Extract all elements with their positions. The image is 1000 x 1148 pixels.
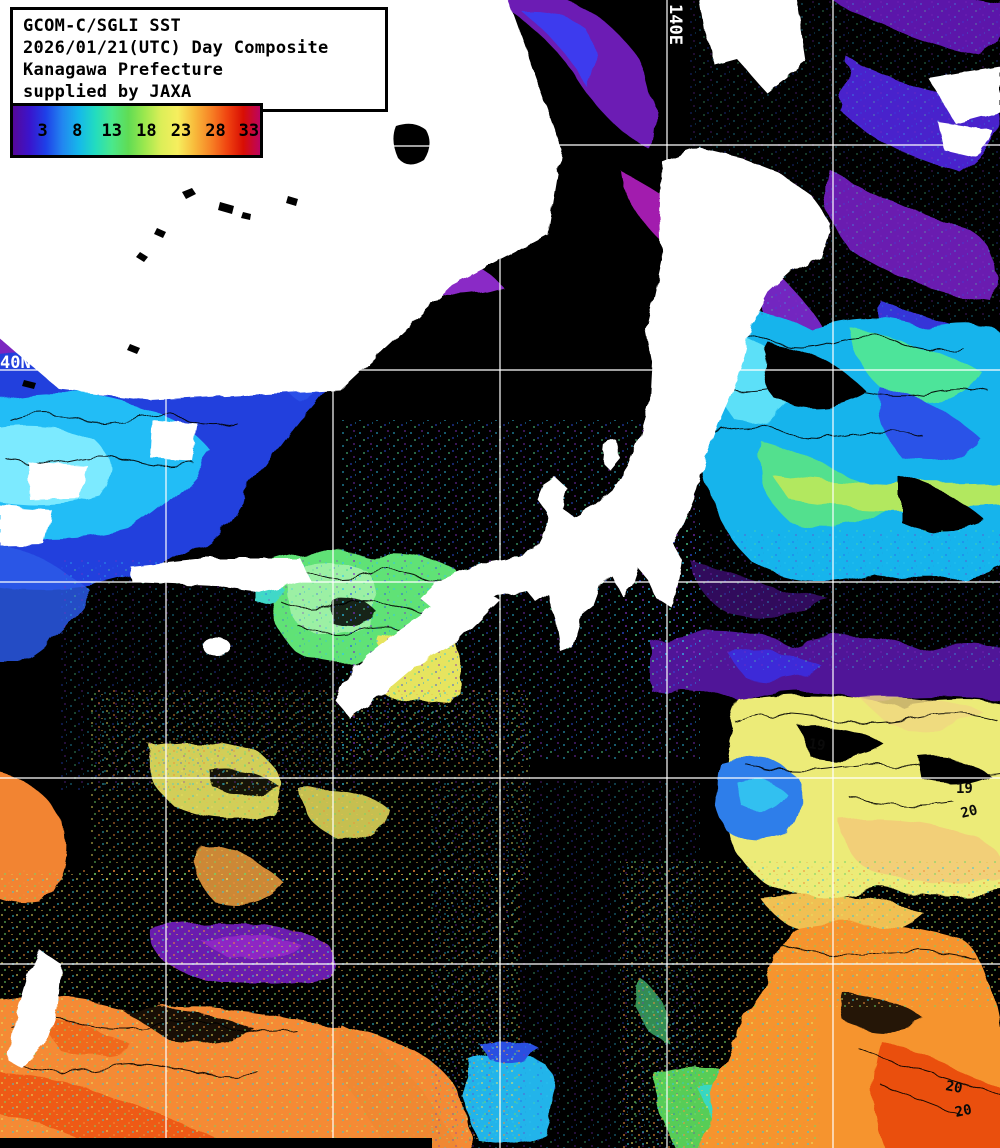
isotherm-label: 19: [807, 736, 826, 754]
map-title-box: GCOM-C/SGLI SST 2026/01/21(UTC) Day Comp…: [10, 7, 388, 112]
land-hokkaido-sliver-2: [938, 122, 992, 158]
colorbar-tick: 33: [238, 120, 260, 141]
land-coast-bit-3: [150, 420, 198, 460]
colorbar-tick: 18: [136, 120, 157, 141]
parallel-label: 40N: [0, 353, 31, 373]
colorbar-tick: 23: [170, 120, 192, 141]
land-hokkaido-sliver-1: [928, 66, 1000, 124]
isotherm-label: 20: [954, 1102, 974, 1121]
colorbar-tick: 28: [205, 120, 226, 141]
land-honshu: [420, 148, 830, 652]
land-shikoku-bit: [203, 638, 231, 656]
region-line: Kanagawa Prefecture: [23, 60, 224, 80]
land-coast-bit-2: [0, 506, 52, 545]
graticule-labels: 140E 40N: [0, 4, 685, 373]
land-south-island: [8, 950, 62, 1068]
islet-marks: [0, 123, 432, 1148]
colorbar-gradient: [13, 106, 260, 155]
colorbar-tick: 8: [72, 120, 83, 141]
colorbar: 3 8 13 18 23 28 33: [10, 103, 263, 158]
colorbar-tick: 13: [101, 120, 123, 141]
product-title: GCOM-C/SGLI SST: [23, 16, 182, 36]
isotherm-label: 20: [959, 802, 979, 822]
colorbar-tick: 3: [37, 120, 48, 141]
isotherm-labels: 19 19 20 20 20: [807, 736, 979, 1121]
land-chugoku: [130, 558, 310, 592]
land-kii-band: [335, 590, 500, 718]
meridian-label: 140E: [665, 4, 685, 45]
land-coast-bit-1: [28, 462, 88, 500]
credit-line: supplied by JAXA: [23, 82, 192, 102]
land-sado: [602, 440, 620, 470]
isotherm-label: 19: [956, 781, 973, 797]
isotherm-label: 20: [944, 1078, 963, 1097]
date-line: 2026/01/21(UTC) Day Composite: [23, 38, 329, 58]
land-hokkaido-strip: [699, 0, 806, 92]
